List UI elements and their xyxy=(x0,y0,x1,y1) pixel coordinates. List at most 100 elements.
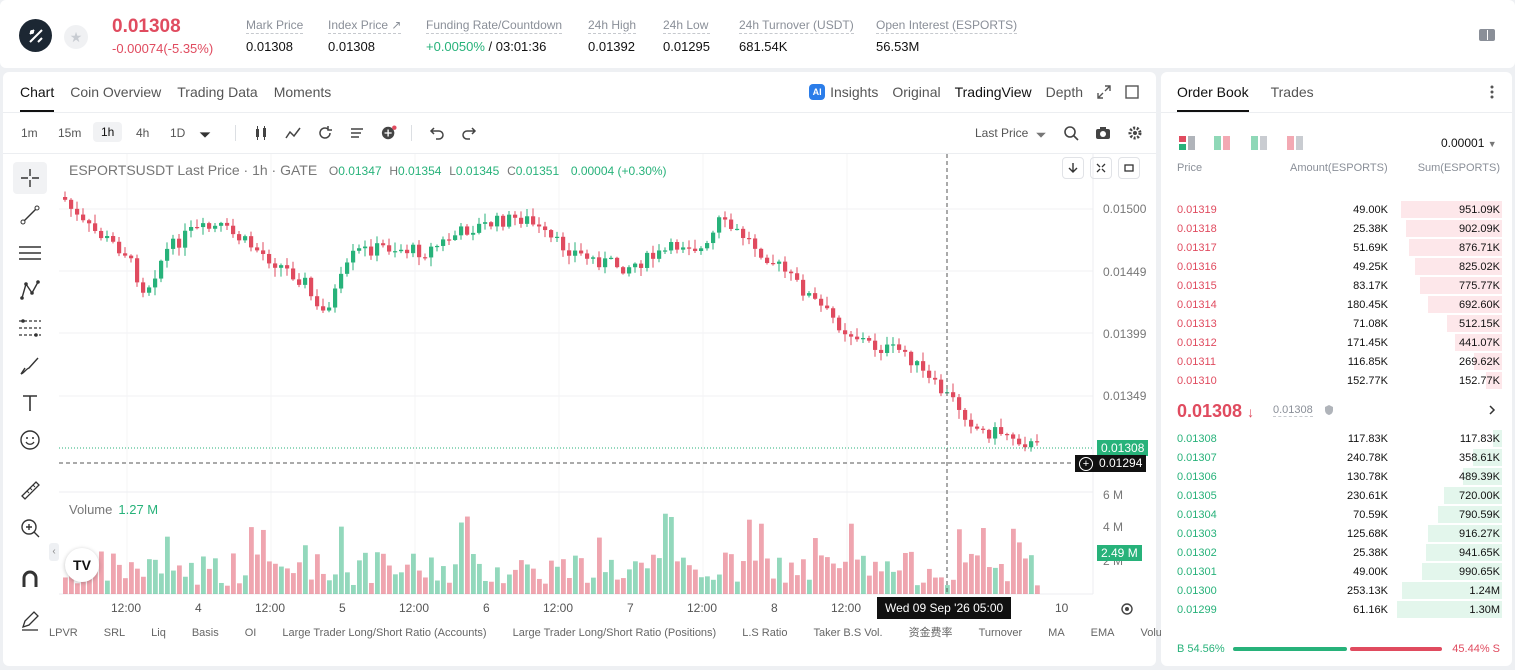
tab-original[interactable]: Original xyxy=(892,84,941,100)
indicator-ma[interactable]: MA xyxy=(1048,627,1065,639)
precision-select[interactable]: 0.00001 ▼ xyxy=(1441,136,1497,150)
tab-trading-data[interactable]: Trading Data xyxy=(177,84,258,100)
indicator-srl[interactable]: SRL xyxy=(103,627,126,639)
indicators-icon[interactable] xyxy=(285,125,301,141)
bid-row[interactable]: 0.01299 61.16K 1.30M xyxy=(1161,600,1512,619)
indicator-ls-ratio[interactable]: L.S Ratio xyxy=(742,627,788,639)
add-indicator-icon[interactable] xyxy=(381,125,397,141)
interval-1d[interactable]: 1D xyxy=(170,126,186,140)
tab-chart[interactable]: Chart xyxy=(20,84,55,112)
tab-trades[interactable]: Trades xyxy=(1270,84,1314,100)
bid-row[interactable]: 0.01308 117.83K 117.83K xyxy=(1161,429,1512,448)
bid-row[interactable]: 0.01307 240.78K 358.61K xyxy=(1161,448,1512,467)
tab-depth[interactable]: Depth xyxy=(1045,84,1083,100)
book-icon[interactable] xyxy=(1478,27,1496,43)
view-split-icon[interactable] xyxy=(1214,136,1230,150)
tab-order-book[interactable]: Order Book xyxy=(1177,84,1249,112)
tab-coin-overview[interactable]: Coin Overview xyxy=(70,84,162,100)
tab-tradingview[interactable]: TradingView xyxy=(954,84,1032,100)
bid-row[interactable]: 0.01303 125.68K 916.27K xyxy=(1161,524,1512,543)
ask-row[interactable]: 0.01318 25.38K 902.09K xyxy=(1161,219,1512,238)
indicator-lt-positions[interactable]: Large Trader Long/Short Ratio (Positions… xyxy=(512,627,717,639)
bid-row[interactable]: 0.01300 253.13K 1.24M xyxy=(1161,581,1512,600)
indicator-funding-rate[interactable]: 资金费率 xyxy=(908,627,953,639)
chevron-down-icon: ▼ xyxy=(1487,139,1497,149)
list-icon[interactable] xyxy=(349,125,365,141)
bid-row[interactable]: 0.01302 25.38K 941.65K xyxy=(1161,543,1512,562)
row-price: 0.01310 xyxy=(1177,375,1217,387)
emoji-tool-icon[interactable] xyxy=(13,424,47,456)
indicator-lpvr[interactable]: LPVR xyxy=(49,627,78,639)
indicator-basis[interactable]: Basis xyxy=(191,627,219,639)
horizontal-lines-tool-icon[interactable] xyxy=(13,237,47,269)
search-icon[interactable] xyxy=(1063,125,1079,141)
favorite-star-icon[interactable]: ★ xyxy=(64,25,88,49)
indicator-ema[interactable]: EMA xyxy=(1090,627,1115,639)
indicator-taker-vol[interactable]: Taker B.S Vol. xyxy=(813,627,883,639)
insights-button[interactable]: AI Insights xyxy=(809,84,878,100)
plus-circle-icon[interactable]: + xyxy=(1079,457,1093,471)
chevron-down-icon[interactable] xyxy=(1033,128,1049,144)
brush-tool-icon[interactable] xyxy=(13,349,47,381)
indicator-liq[interactable]: Liq xyxy=(151,627,166,639)
bid-row[interactable]: 0.01306 130.78K 489.39K xyxy=(1161,467,1512,486)
bid-row[interactable]: 0.01304 70.59K 790.59K xyxy=(1161,505,1512,524)
bid-row[interactable]: 0.01305 230.61K 720.00K xyxy=(1161,486,1512,505)
arrow-down-icon[interactable] xyxy=(1062,157,1084,179)
indicator-turnover[interactable]: Turnover xyxy=(978,627,1023,639)
ask-row[interactable]: 0.01316 49.25K 825.02K xyxy=(1161,257,1512,276)
ask-row[interactable]: 0.01313 71.08K 512.15K xyxy=(1161,314,1512,333)
tradingview-logo[interactable]: TV xyxy=(65,548,99,582)
pattern-tool-icon[interactable] xyxy=(13,274,47,306)
stat-index-price[interactable]: Index Price ↗ 0.01308 xyxy=(328,18,402,54)
interval-1h[interactable]: 1h xyxy=(93,122,123,142)
magnet-icon[interactable] xyxy=(13,564,47,596)
settings-gear-icon[interactable] xyxy=(1119,601,1135,617)
row-amount: 180.45K xyxy=(1347,299,1388,311)
view-asks-icon[interactable] xyxy=(1287,136,1303,150)
bid-row[interactable]: 0.01301 49.00K 990.65K xyxy=(1161,562,1512,581)
text-tool-icon[interactable] xyxy=(13,387,47,419)
interval-15m[interactable]: 15m xyxy=(58,126,82,140)
price-type-select[interactable]: Last Price xyxy=(975,126,1029,140)
tab-moments[interactable]: Moments xyxy=(273,84,332,100)
interval-1m[interactable]: 1m xyxy=(21,126,38,140)
candle-type-icon[interactable] xyxy=(253,125,269,141)
ask-row[interactable]: 0.01312 171.45K 441.07K xyxy=(1161,333,1512,352)
indicator-oi[interactable]: OI xyxy=(244,627,257,639)
ask-row[interactable]: 0.01311 116.85K 269.62K xyxy=(1161,352,1512,371)
candle xyxy=(693,248,698,252)
price-axis-label: 0.01500 xyxy=(1103,202,1147,216)
ask-row[interactable]: 0.01314 180.45K 692.60K xyxy=(1161,295,1512,314)
fib-tool-icon[interactable] xyxy=(13,312,47,344)
chevron-down-icon[interactable] xyxy=(197,127,213,143)
ask-row[interactable]: 0.01315 83.17K 775.77K xyxy=(1161,276,1512,295)
indicator-volume[interactable]: Volu xyxy=(1140,627,1162,639)
undo-icon[interactable] xyxy=(429,125,445,141)
crosshair-price-tag[interactable]: +0.01294 xyxy=(1075,455,1147,472)
replay-icon[interactable] xyxy=(317,125,333,141)
interval-4h[interactable]: 4h xyxy=(136,126,150,140)
ruler-tool-icon[interactable] xyxy=(13,474,47,506)
ask-row[interactable]: 0.01319 49.00K 951.09K xyxy=(1161,200,1512,219)
expand-icon[interactable] xyxy=(1097,85,1111,99)
view-bids-icon[interactable] xyxy=(1251,136,1267,150)
ask-row[interactable]: 0.01310 152.77K 152.77K xyxy=(1161,371,1512,390)
chevron-left-icon[interactable]: ‹ xyxy=(49,543,59,561)
pencil-icon[interactable] xyxy=(13,604,47,636)
view-both-icon[interactable] xyxy=(1179,136,1195,150)
camera-icon[interactable] xyxy=(1095,125,1111,141)
fullscreen-icon[interactable] xyxy=(1118,157,1140,179)
settings-gear-icon[interactable] xyxy=(1127,125,1143,141)
indicator-lt-accounts[interactable]: Large Trader Long/Short Ratio (Accounts) xyxy=(282,627,487,639)
crosshair-tool-icon[interactable] xyxy=(13,162,47,194)
ask-row[interactable]: 0.01317 51.69K 876.71K xyxy=(1161,238,1512,257)
redo-icon[interactable] xyxy=(461,125,477,141)
more-vertical-icon[interactable] xyxy=(1489,84,1495,100)
collapse-icon[interactable] xyxy=(1090,157,1112,179)
price-chart[interactable] xyxy=(3,72,1156,666)
window-icon[interactable] xyxy=(1125,85,1139,99)
chevron-right-icon[interactable] xyxy=(1487,404,1497,416)
zoom-in-icon[interactable] xyxy=(13,512,47,544)
trendline-tool-icon[interactable] xyxy=(13,199,47,231)
